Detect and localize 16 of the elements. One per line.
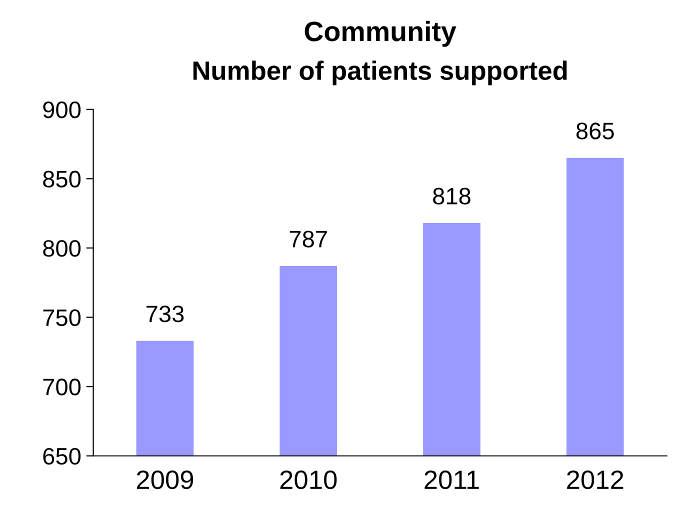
y-tick-label: 800 [43,240,81,257]
data-label: 818 [433,188,470,204]
y-tick-label: 700 [43,378,81,396]
x-tick-label: 2012 [567,470,624,490]
data-label: 865 [576,122,614,140]
y-tick-label: 850 [43,170,81,188]
x-tick-label: 2011 [424,470,479,490]
data-label: 733 [146,306,184,322]
y-tick-label: 900 [43,101,81,118]
y-tick-label: 650 [43,448,81,465]
x-tick-label: 2009 [136,470,194,490]
data-label: 787 [290,230,327,248]
chart-subtitle: Number of patients supported [193,60,567,86]
y-tick-label: 750 [43,309,81,326]
chart-title: Community [304,20,456,47]
x-tick-label: 2010 [280,470,337,490]
